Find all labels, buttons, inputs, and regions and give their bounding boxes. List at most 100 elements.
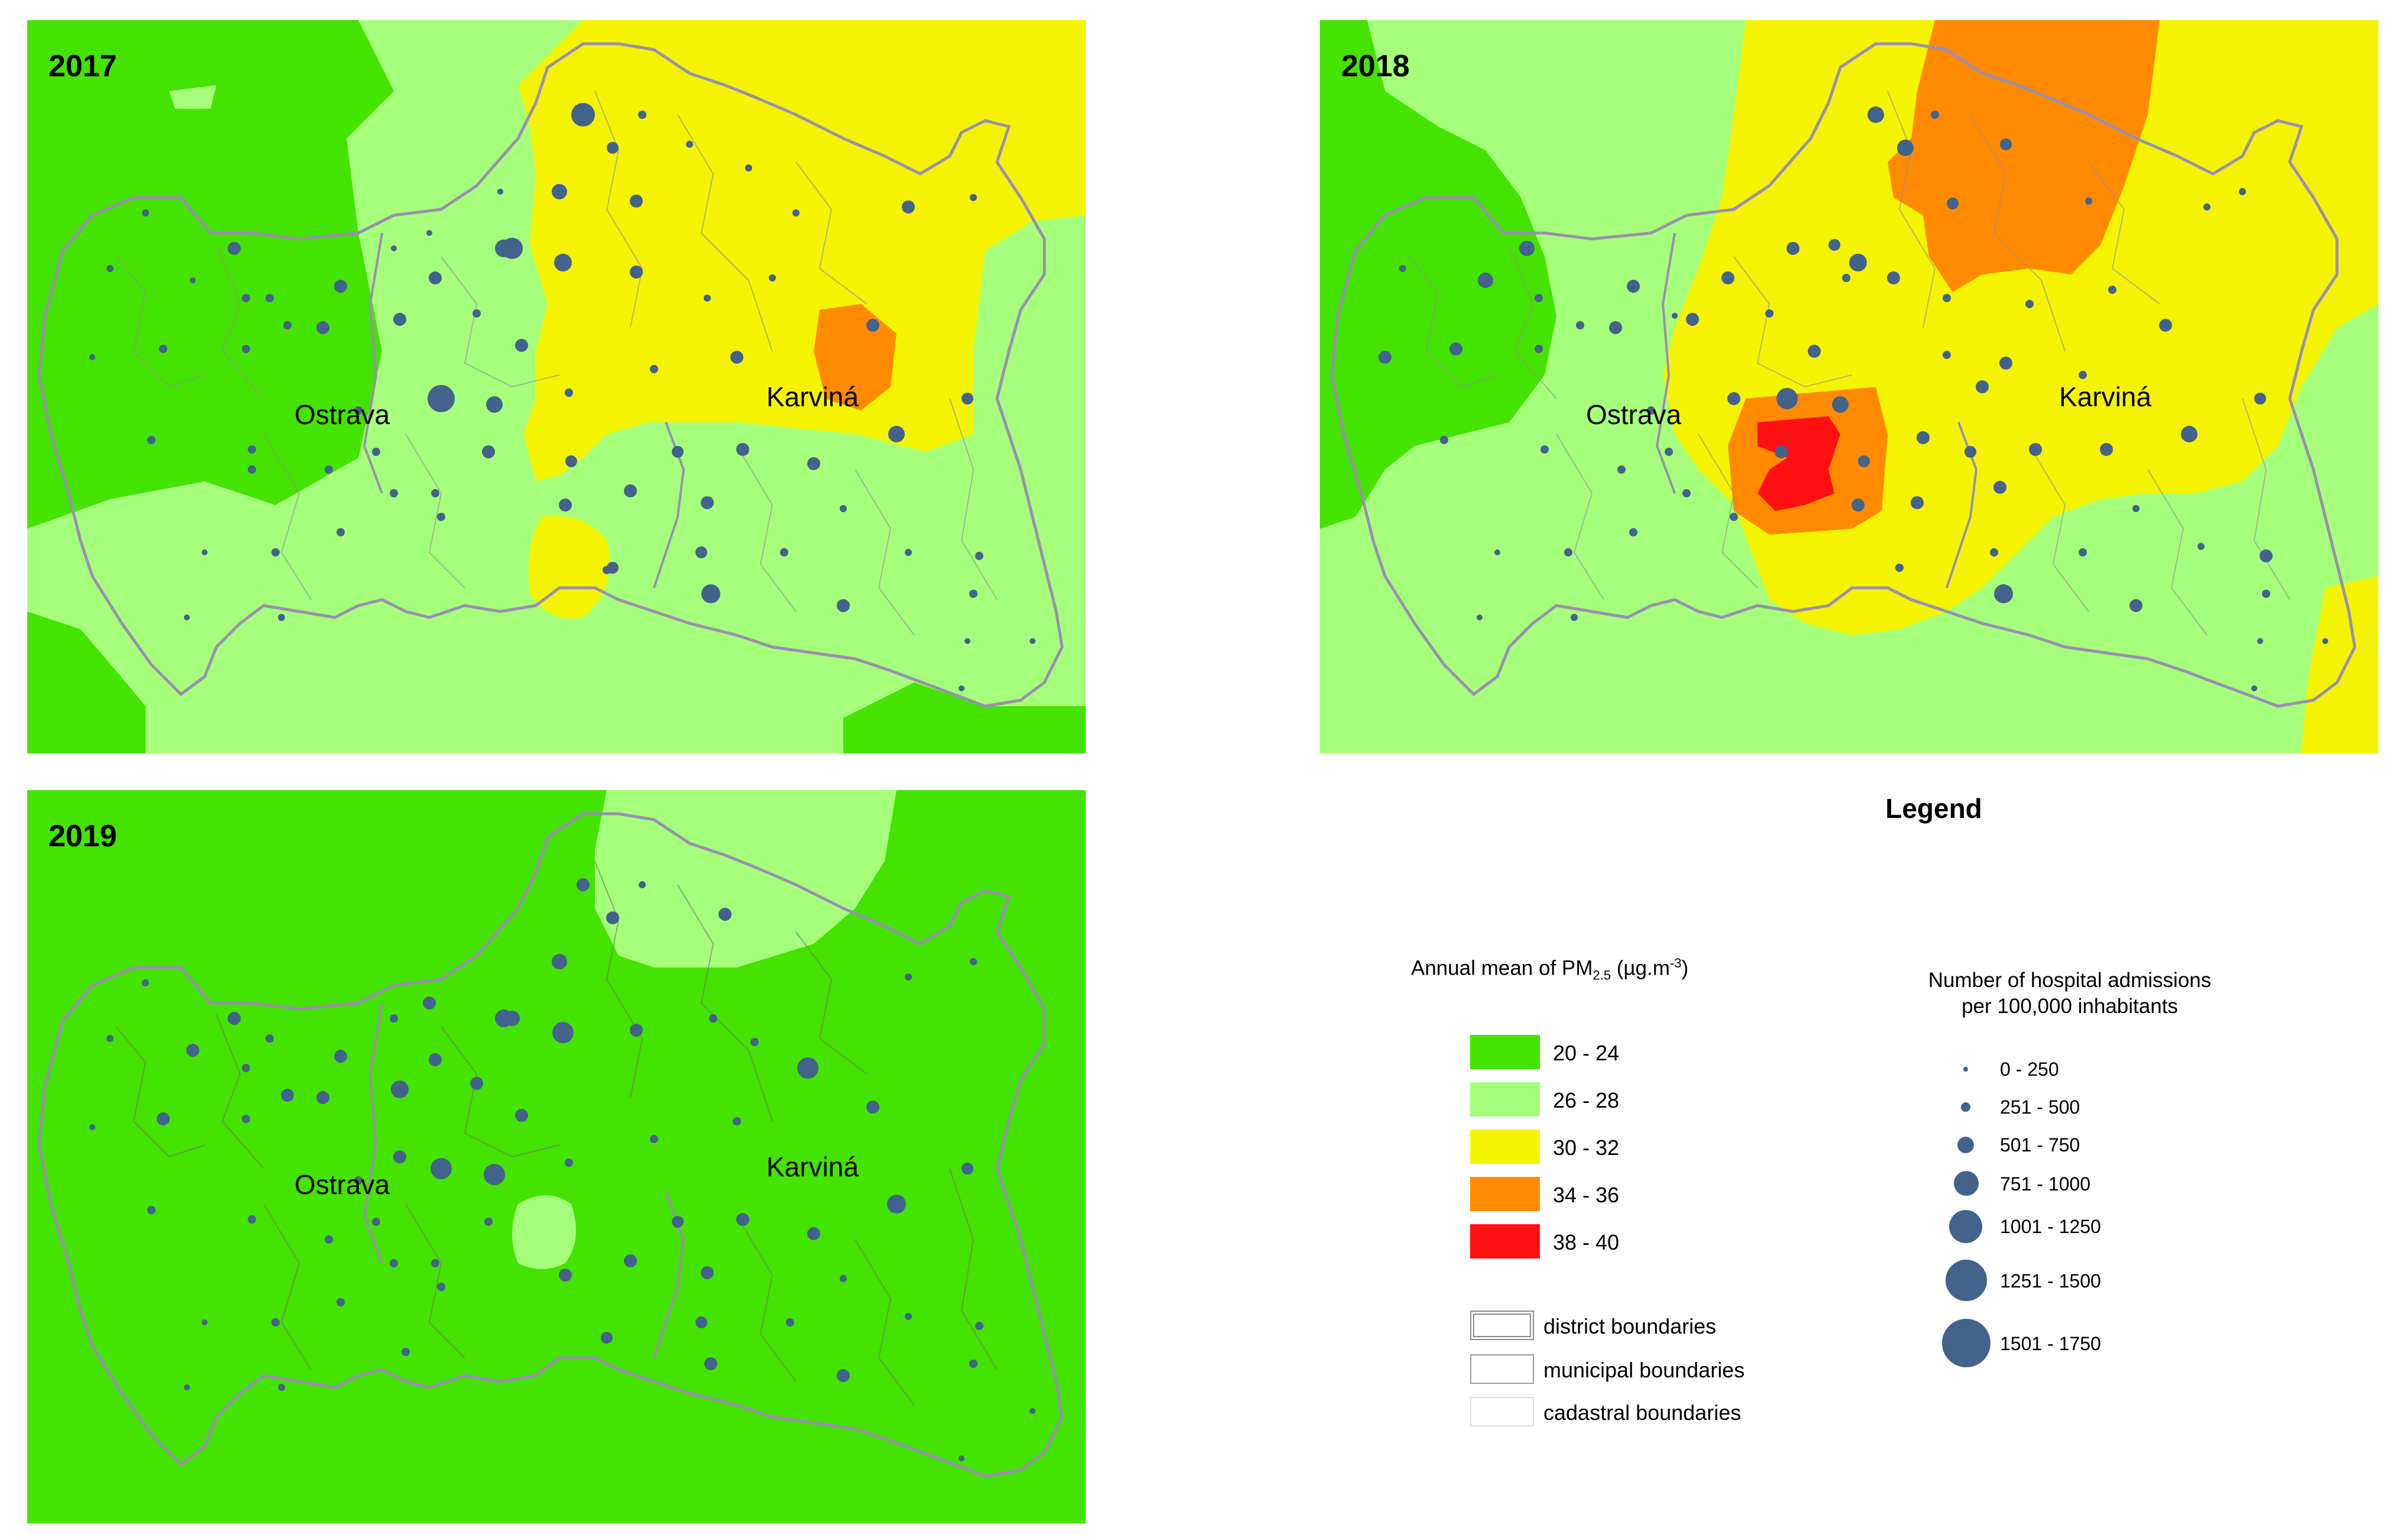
admission-dot [888, 426, 905, 442]
admission-dot [2079, 371, 2087, 379]
municipal-boundaries [1408, 90, 2290, 636]
admission-dot [807, 1227, 820, 1240]
admission-dot [1842, 274, 1850, 282]
admission-dot [792, 209, 800, 216]
panel-year-2017: 2017 [48, 49, 117, 83]
admission-dot [190, 277, 196, 283]
admission-dot [147, 1206, 156, 1214]
admission-dot [426, 230, 432, 236]
admission-dot [969, 1360, 978, 1368]
admission-dot [336, 528, 345, 536]
municipal-boundary-swatch [1470, 1354, 1534, 1384]
legend: Legend Annual mean of PM2.5 (µg.m-3) 20 … [1325, 792, 2389, 1502]
admission-dot [106, 265, 114, 272]
admission-dot [2254, 393, 2266, 405]
admission-dot [837, 1369, 850, 1382]
admission-dot [786, 1318, 794, 1327]
admission-dot [336, 1298, 345, 1306]
admission-dot [639, 881, 646, 888]
admission-dot [840, 505, 847, 512]
district-boundary-swatch [1470, 1311, 1534, 1340]
admission-dot [1897, 140, 1914, 156]
admission-dot [482, 445, 495, 458]
admission-class-label: 501 - 750 [2000, 1134, 2080, 1156]
municipal-boundaries [115, 90, 998, 636]
admission-dot [429, 1053, 442, 1066]
admission-dot [372, 1218, 380, 1226]
district-boundary [37, 812, 1064, 1478]
admission-dot [142, 979, 149, 986]
admission-dot [248, 1215, 256, 1224]
admission-dot [902, 200, 915, 213]
admission-dot [630, 195, 643, 208]
district-boundary [363, 232, 383, 494]
admission-dot [1868, 106, 1884, 123]
admission-dot [325, 1235, 333, 1244]
pm-class-label: 34 - 36 [1553, 1183, 1620, 1207]
admission-dot [1571, 614, 1578, 621]
admission-dot [2239, 188, 2246, 195]
admission-dot [278, 614, 285, 621]
admission-dot [2181, 426, 2197, 442]
admission-dot [248, 465, 256, 474]
admission-dot [184, 614, 190, 620]
admission-dot [1686, 313, 1699, 326]
admission-dot [2100, 443, 2113, 456]
admission-dot [390, 1259, 398, 1267]
admission-dot [472, 309, 481, 318]
admission-dot [495, 240, 513, 257]
pm-zone-20-24 [27, 612, 145, 753]
admission-dot [1609, 321, 1622, 334]
admission-dot [701, 496, 714, 509]
admission-dot [202, 1319, 208, 1325]
admission-dot [1682, 489, 1691, 497]
admission-dot [354, 406, 363, 415]
admission-dot [89, 1124, 95, 1130]
admission-dot [1627, 280, 1640, 293]
pm-title-unit: (µg.m [1611, 956, 1670, 980]
boundary-label: municipal boundaries [1543, 1358, 1745, 1382]
admission-dot [2159, 319, 2172, 332]
admission-dot [1931, 111, 1939, 119]
admission-dot [650, 1135, 658, 1143]
admission-dot [686, 141, 693, 148]
admission-size-dot [1949, 1210, 1982, 1243]
admission-dot [159, 345, 167, 353]
admission-dot [559, 499, 572, 512]
admission-dot [1828, 239, 1840, 251]
pm-zone-26-28 [595, 790, 896, 968]
admissions-title-line1: Number of hospital admissions [1928, 969, 2212, 992]
admission-dot [565, 389, 573, 397]
cadastral-boundary-swatch [1470, 1397, 1534, 1426]
admission-dot [271, 548, 280, 557]
pm-swatch [1470, 1177, 1540, 1211]
admission-dot [1672, 313, 1678, 319]
admission-dot [228, 1012, 241, 1025]
city-label-karvina: Karviná [766, 381, 859, 412]
admission-dot [2203, 203, 2210, 211]
city-label-ostrava: Ostrava [294, 399, 390, 430]
admission-dot [484, 1218, 493, 1226]
admission-dot [695, 546, 707, 558]
admission-class-label: 1001 - 1250 [2000, 1216, 2101, 1237]
admission-dot [962, 393, 973, 405]
admission-dot [391, 245, 397, 251]
map-2018-svg [1320, 20, 2378, 753]
pm-class-label: 20 - 24 [1553, 1041, 1620, 1065]
admission-dot [1943, 351, 1951, 359]
admission-dot [1911, 496, 1924, 509]
admission-dot [2000, 138, 2012, 150]
city-label-karvina: Karviná [2059, 381, 2151, 412]
admission-dot [1786, 242, 1800, 255]
admission-dots [89, 878, 1035, 1461]
admission-dot [431, 1158, 452, 1179]
admission-dot [970, 958, 977, 965]
admission-dot [242, 345, 250, 353]
pm-title-main: Annual mean of PM [1411, 956, 1593, 980]
admission-dot [1895, 564, 1904, 572]
admission-dot [495, 1010, 513, 1027]
admission-class-label: 251 - 500 [2000, 1096, 2080, 1118]
admission-dot [866, 319, 879, 332]
admission-dot [736, 1213, 749, 1226]
pm-zone-30-32 [528, 516, 610, 619]
